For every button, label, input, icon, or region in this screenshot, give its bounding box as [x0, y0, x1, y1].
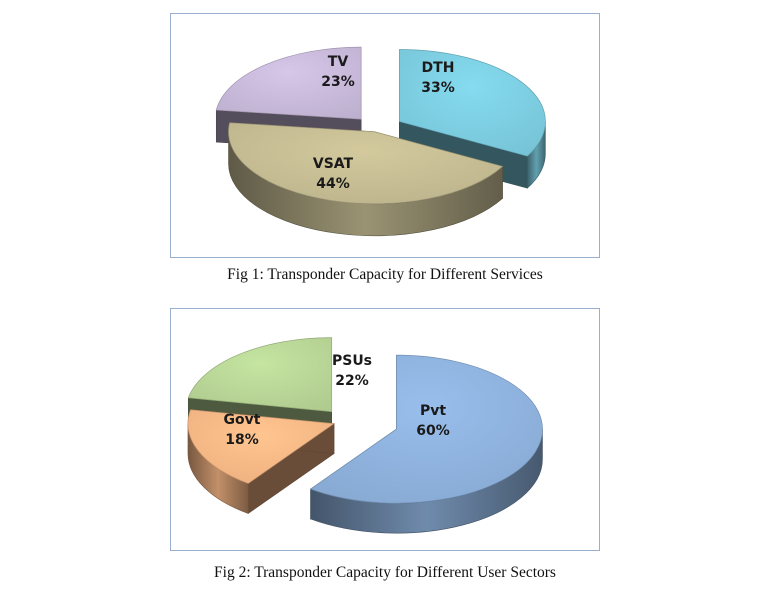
figure-caption-services: Fig 1: Transponder Capacity for Differen… [227, 266, 543, 283]
slice-category-label: TV [328, 54, 349, 70]
pie-slice-top-psus [187, 337, 333, 413]
pie-chart-services: DTH 33% VSAT 44% TV 23% [215, 46, 546, 237]
slice-category-label: PSUs [332, 353, 372, 369]
slice-percent-label: 23% [321, 74, 355, 90]
chart-frame-user-sectors: Pvt 60% Govt 18% PSUs 22% [170, 308, 600, 551]
pie-slice-top-vsat [228, 122, 504, 205]
slice-percent-label: 44% [316, 176, 350, 192]
pie-slice-govt [187, 409, 335, 515]
pie-slice-top-tv [215, 46, 362, 120]
pie-slice-top-pvt [309, 354, 543, 504]
pie-slice-pvt [309, 354, 543, 534]
pie-slice-vsat [228, 122, 504, 237]
pie-slice-top-dth [399, 49, 546, 157]
slice-percent-label: 60% [416, 423, 450, 439]
slice-percent-label: 22% [335, 373, 369, 389]
slice-category-label: DTH [422, 60, 455, 76]
slice-category-label: Govt [224, 412, 261, 428]
pie-slice-top-govt [187, 409, 335, 484]
figure-caption-user-sectors: Fig 2: Transponder Capacity for Differen… [214, 564, 556, 581]
slice-percent-label: 18% [225, 432, 259, 448]
slice-percent-label: 33% [421, 80, 455, 96]
pie-chart-user-sectors: Pvt 60% Govt 18% PSUs 22% [187, 337, 543, 534]
slice-category-label: Pvt [420, 403, 446, 419]
chart-frame-services: DTH 33% VSAT 44% TV 23% [170, 13, 600, 258]
slice-category-label: VSAT [313, 156, 354, 172]
